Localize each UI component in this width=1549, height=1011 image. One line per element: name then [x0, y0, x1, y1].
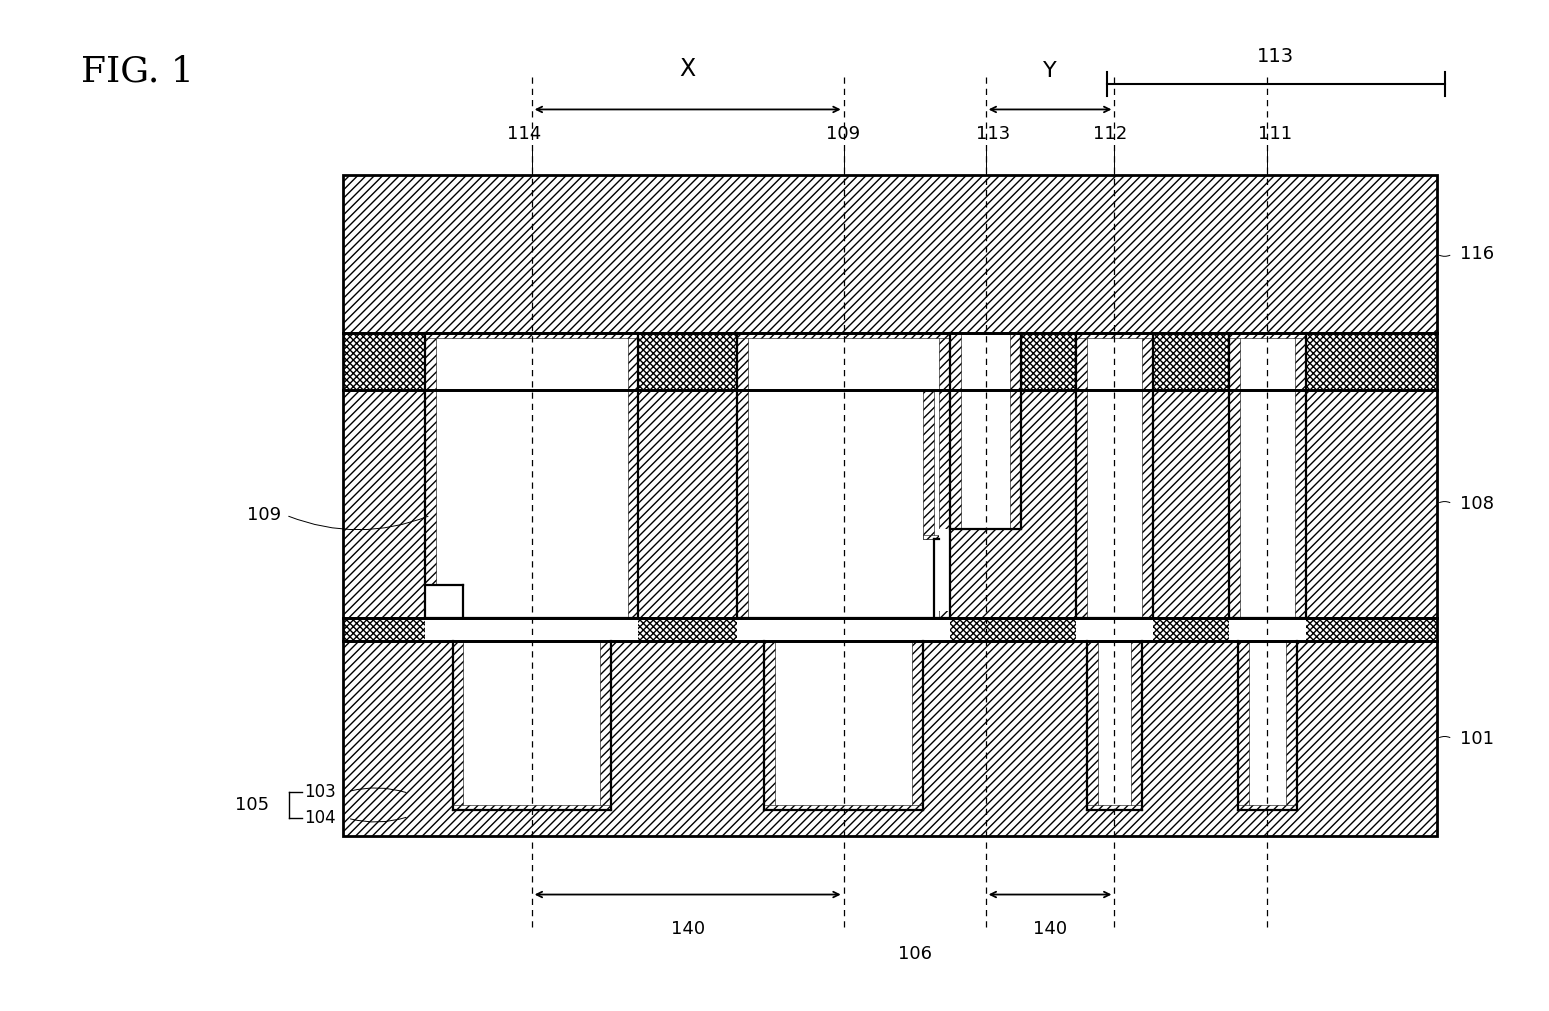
Text: 105: 105	[235, 796, 270, 814]
Text: 104: 104	[305, 809, 336, 827]
Bar	[1087, 805, 1142, 810]
Bar	[737, 618, 950, 641]
Bar	[1077, 334, 1087, 618]
Bar	[344, 175, 1437, 334]
Bar	[1087, 641, 1142, 810]
Bar	[344, 389, 1437, 618]
Bar	[1230, 334, 1241, 618]
Bar	[939, 334, 950, 618]
Bar	[737, 334, 950, 339]
Text: 116: 116	[1461, 245, 1495, 263]
Bar	[950, 334, 960, 529]
Text: 111: 111	[1258, 124, 1292, 143]
Bar	[1087, 641, 1098, 810]
Bar	[344, 641, 1437, 836]
Text: 140: 140	[671, 920, 705, 937]
Bar	[344, 618, 1437, 641]
Bar	[1142, 334, 1152, 618]
Bar	[764, 641, 923, 810]
Bar	[1077, 334, 1152, 618]
Bar	[424, 585, 463, 618]
Bar	[452, 805, 612, 810]
Bar	[424, 618, 638, 641]
Bar	[1295, 334, 1306, 618]
Bar	[912, 389, 950, 539]
Text: X: X	[680, 58, 696, 81]
Bar	[1230, 618, 1306, 641]
Bar	[1238, 641, 1248, 810]
Bar	[1131, 641, 1142, 810]
Bar	[424, 334, 437, 618]
Bar	[1077, 618, 1152, 641]
Bar	[923, 389, 934, 539]
Text: 109: 109	[248, 507, 282, 525]
Bar	[1286, 641, 1297, 810]
Bar	[452, 641, 463, 810]
Bar	[1230, 334, 1306, 339]
Bar	[737, 334, 748, 618]
Bar	[424, 334, 638, 339]
Text: Y: Y	[1042, 62, 1056, 81]
Text: 101: 101	[1461, 730, 1495, 748]
Bar	[452, 641, 612, 810]
Text: 103: 103	[305, 783, 336, 801]
Bar	[344, 175, 1437, 836]
Bar	[1010, 334, 1021, 529]
Bar	[1230, 334, 1306, 618]
Bar	[1238, 805, 1297, 810]
Text: 108: 108	[1461, 494, 1495, 513]
Bar	[1238, 641, 1297, 810]
Text: 113: 113	[976, 124, 1010, 143]
Text: 114: 114	[507, 124, 541, 143]
Text: 109: 109	[827, 124, 861, 143]
Bar	[939, 529, 950, 611]
Text: 113: 113	[1258, 48, 1295, 67]
Bar	[599, 641, 612, 810]
Text: FIG. 1: FIG. 1	[81, 55, 194, 88]
Text: 140: 140	[1033, 920, 1067, 937]
Text: 112: 112	[1092, 124, 1126, 143]
Bar	[737, 334, 950, 618]
Bar	[764, 641, 774, 810]
Bar	[912, 641, 923, 810]
Bar	[950, 334, 1021, 529]
Bar	[764, 805, 923, 810]
Bar	[344, 334, 1437, 389]
Bar	[424, 334, 638, 618]
Text: 106: 106	[898, 944, 931, 962]
Bar	[923, 535, 939, 539]
Bar	[1077, 334, 1152, 339]
Bar	[627, 334, 638, 618]
